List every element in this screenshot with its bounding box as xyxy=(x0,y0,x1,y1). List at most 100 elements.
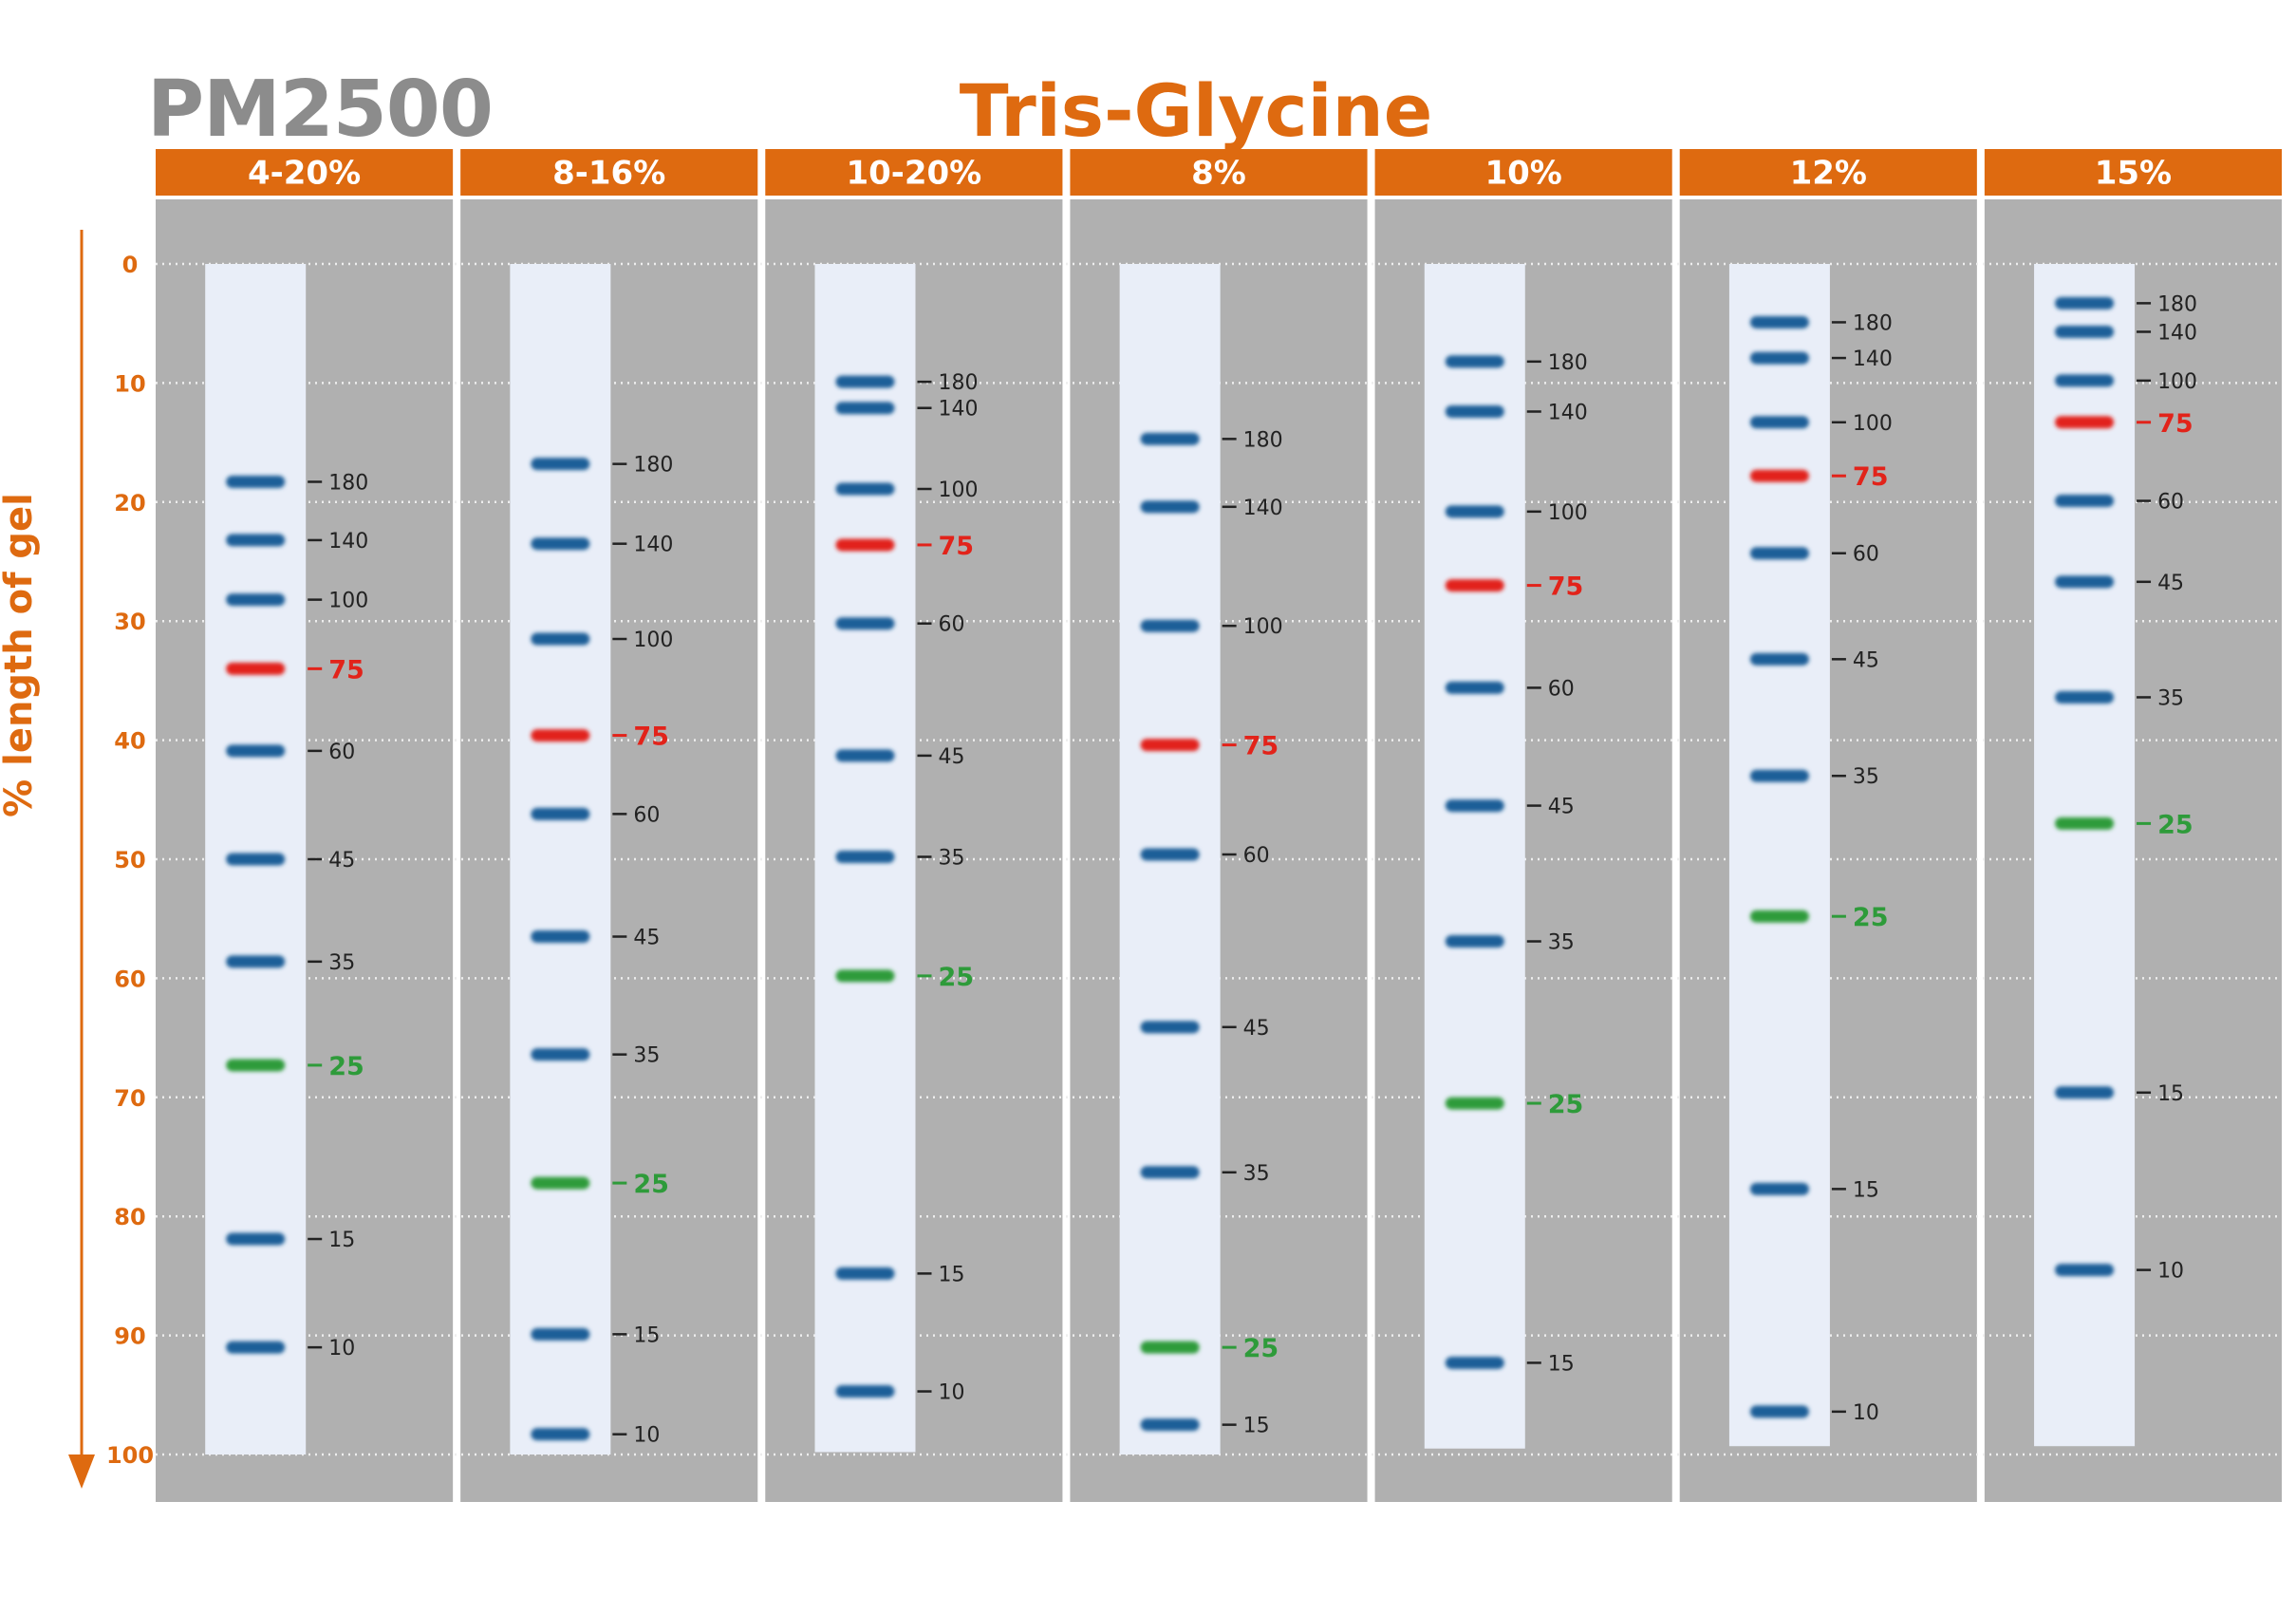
band-label-1-45: 45 xyxy=(633,927,660,950)
band-5-140 xyxy=(1749,351,1809,365)
band-label-0-180: 180 xyxy=(328,471,368,495)
band-6-10 xyxy=(2055,1264,2115,1277)
band-3-35 xyxy=(1140,1166,1200,1179)
gel-lane-5 xyxy=(1728,264,1830,1447)
band-6-60 xyxy=(2055,495,2115,508)
band-0-15 xyxy=(226,1232,286,1246)
band-1-60 xyxy=(531,807,590,820)
y-tick-label-40: 40 xyxy=(114,728,145,755)
y-axis: 0 10 20 30 40 50 60 70 80 90 100 xyxy=(68,230,154,1489)
band-label-0-35: 35 xyxy=(328,951,355,975)
band-label-2-180: 180 xyxy=(938,371,978,395)
y-tick-label-80: 80 xyxy=(114,1204,145,1230)
band-3-15 xyxy=(1140,1418,1200,1432)
band-label-4-60: 60 xyxy=(1548,677,1575,701)
band-5-100 xyxy=(1749,416,1809,429)
lane-header-label-0: 4-20% xyxy=(248,155,361,193)
band-6-45 xyxy=(2055,575,2115,589)
band-2-15 xyxy=(835,1267,895,1280)
y-tick-label-70: 70 xyxy=(114,1085,145,1112)
band-label-4-100: 100 xyxy=(1548,501,1588,525)
band-1-25 xyxy=(531,1176,590,1190)
band-label-5-45: 45 xyxy=(1853,648,1879,672)
band-label-1-25: 25 xyxy=(633,1170,669,1199)
band-2-25 xyxy=(835,969,895,983)
band-label-3-60: 60 xyxy=(1243,844,1270,868)
band-6-15 xyxy=(2055,1086,2115,1099)
band-1-15 xyxy=(531,1327,590,1341)
band-label-6-180: 180 xyxy=(2157,292,2197,316)
band-1-180 xyxy=(531,458,590,471)
band-label-3-140: 140 xyxy=(1243,497,1283,520)
lane-header-label-3: 8% xyxy=(1191,155,1246,193)
band-label-6-35: 35 xyxy=(2157,686,2184,710)
band-label-2-75: 75 xyxy=(938,532,974,561)
band-0-10 xyxy=(226,1341,286,1354)
band-label-1-140: 140 xyxy=(633,534,673,557)
band-1-10 xyxy=(531,1428,590,1441)
y-tick-label-30: 30 xyxy=(114,609,145,635)
band-label-5-140: 140 xyxy=(1853,347,1893,371)
band-label-2-10: 10 xyxy=(938,1381,964,1405)
band-5-25 xyxy=(1749,910,1809,923)
band-label-6-45: 45 xyxy=(2157,572,2184,595)
band-2-140 xyxy=(835,402,895,415)
band-2-10 xyxy=(835,1385,895,1398)
band-label-4-15: 15 xyxy=(1548,1352,1575,1376)
lane-header-2 xyxy=(765,149,1063,196)
band-3-140 xyxy=(1140,500,1200,514)
band-label-3-180: 180 xyxy=(1243,428,1283,452)
lane-header-label-5: 12% xyxy=(1790,155,1867,193)
band-label-0-75: 75 xyxy=(328,655,364,685)
band-label-2-100: 100 xyxy=(938,479,978,502)
lanes: 180 140 100 75 60 45 35 25 15 10 180 140 100 75 60 45 35… xyxy=(205,264,2197,1454)
band-5-10 xyxy=(1749,1405,1809,1418)
lane-header-label-2: 10-20% xyxy=(846,155,981,193)
y-tick-label-10: 10 xyxy=(114,370,145,397)
band-label-0-140: 140 xyxy=(328,530,368,554)
y-axis-arrowhead xyxy=(68,1454,95,1489)
band-4-25 xyxy=(1445,1097,1504,1110)
band-label-0-10: 10 xyxy=(328,1337,355,1361)
band-label-2-60: 60 xyxy=(938,613,964,637)
band-label-6-100: 100 xyxy=(2157,370,2197,394)
band-5-75 xyxy=(1749,469,1809,482)
band-label-1-10: 10 xyxy=(633,1424,660,1448)
band-2-75 xyxy=(835,538,895,552)
band-label-2-45: 45 xyxy=(938,745,964,769)
band-0-60 xyxy=(226,744,286,758)
band-label-3-75: 75 xyxy=(1243,732,1279,761)
band-0-25 xyxy=(226,1059,286,1072)
band-label-0-45: 45 xyxy=(328,849,355,873)
band-label-5-35: 35 xyxy=(1853,765,1879,789)
band-label-5-100: 100 xyxy=(1853,412,1893,436)
band-label-4-75: 75 xyxy=(1548,572,1584,602)
band-label-3-25: 25 xyxy=(1243,1334,1279,1363)
band-2-45 xyxy=(835,749,895,762)
band-3-100 xyxy=(1140,619,1200,632)
lane-header-label-1: 8-16% xyxy=(552,155,665,193)
band-6-35 xyxy=(2055,690,2115,704)
band-4-60 xyxy=(1445,681,1504,694)
band-1-75 xyxy=(531,729,590,742)
band-label-4-180: 180 xyxy=(1548,351,1588,375)
band-label-5-15: 15 xyxy=(1853,1178,1879,1202)
band-5-45 xyxy=(1749,652,1809,666)
band-4-45 xyxy=(1445,799,1504,813)
band-2-180 xyxy=(835,375,895,388)
band-4-140 xyxy=(1445,404,1504,418)
band-1-100 xyxy=(531,632,590,646)
band-0-45 xyxy=(226,853,286,866)
band-label-2-15: 15 xyxy=(938,1263,964,1286)
band-label-4-45: 45 xyxy=(1548,796,1575,819)
band-6-100 xyxy=(2055,374,2115,387)
band-5-15 xyxy=(1749,1182,1809,1195)
chart-title: Tris-Glycine xyxy=(959,68,1433,153)
y-tick-label-100: 100 xyxy=(106,1442,154,1469)
band-label-2-35: 35 xyxy=(938,846,964,870)
band-label-1-15: 15 xyxy=(633,1323,660,1347)
band-label-5-75: 75 xyxy=(1853,462,1889,492)
band-4-35 xyxy=(1445,935,1504,948)
band-label-6-60: 60 xyxy=(2157,491,2184,515)
